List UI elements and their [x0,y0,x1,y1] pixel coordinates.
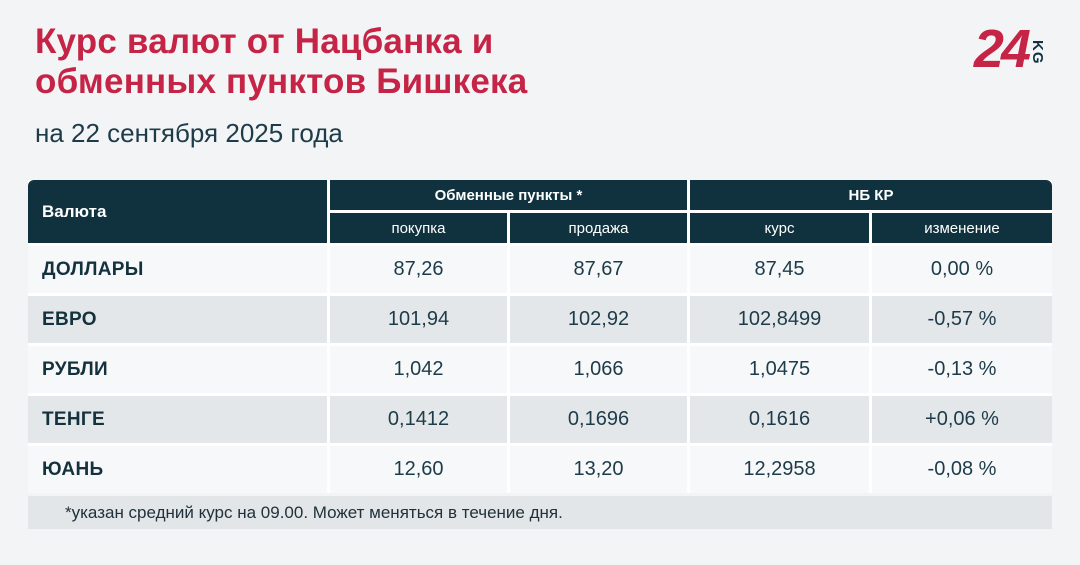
row-cny-buy: 12,60 [330,446,507,493]
page-subtitle-date: на 22 сентября 2025 года [35,118,343,148]
row-cny-name: ЮАНЬ [28,446,327,493]
row-cny-change: -0,08 % [872,446,1052,493]
row-rub-name: РУБЛИ [28,346,327,393]
row-usd-sell: 87,67 [510,246,687,293]
row-cny-sell: 13,20 [510,446,687,493]
row-rub-sell: 1,066 [510,346,687,393]
row-rub-buy: 1,042 [330,346,507,393]
row-usd-rate: 87,45 [690,246,869,293]
row-kzt-buy: 0,1412 [330,396,507,443]
footnote-band: *указан средний курс на 09.00. Может мен… [28,496,1052,529]
row-kzt-name: ТЕНГЕ [28,396,327,443]
col-header-currency: Валюта [28,180,327,243]
footnote-text: *указан средний курс на 09.00. Может мен… [65,502,563,522]
row-rub-change: -0,13 % [872,346,1052,393]
row-rub-rate: 1,0475 [690,346,869,393]
logo-24kg: 24 KG [973,19,1046,79]
row-usd-buy: 87,26 [330,246,507,293]
logo-kg-label: KG [1029,40,1046,65]
row-eur-name: ЕВРО [28,296,327,343]
row-eur-change: -0,57 % [872,296,1052,343]
col-group-exchange-offices: Обменные пункты * [330,180,687,210]
row-kzt-sell: 0,1696 [510,396,687,443]
col-header-rate: курс [690,213,869,243]
logo-24-icon: 24 [973,19,1031,79]
row-usd-change: 0,00 % [872,246,1052,293]
col-group-nbkr: НБ КР [690,180,1052,210]
row-kzt-change: +0,06 % [872,396,1052,443]
page-title: Курс валют от Нацбанка и обменных пункто… [35,22,528,101]
col-header-sell: продажа [510,213,687,243]
row-eur-sell: 102,92 [510,296,687,343]
row-eur-buy: 101,94 [330,296,507,343]
row-cny-rate: 12,2958 [690,446,869,493]
currency-rates-table: Валюта Обменные пункты * НБ КР покупка п… [28,180,1052,493]
col-header-buy: покупка [330,213,507,243]
row-kzt-rate: 0,1616 [690,396,869,443]
row-eur-rate: 102,8499 [690,296,869,343]
col-header-change: изменение [872,213,1052,243]
row-usd-name: ДОЛЛАРЫ [28,246,327,293]
